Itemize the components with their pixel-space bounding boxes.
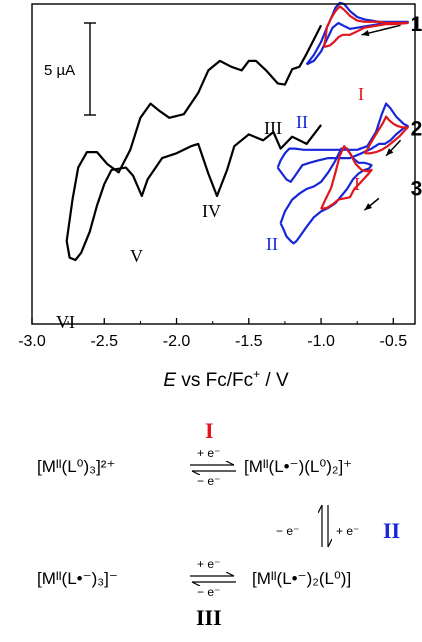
sweep-arrow-head-2	[386, 148, 394, 156]
scheme-species-3: [Mᴵᴵ(L•⁻)₃]⁻	[37, 569, 118, 588]
peak-label-V: V	[130, 246, 143, 266]
sweep-arrow-head-3	[364, 203, 373, 211]
scheme-label-II: II	[383, 518, 401, 543]
series-full_sweep	[65, 24, 323, 262]
x-tick-label: -1.5	[235, 333, 263, 350]
series-cv1_red	[322, 5, 409, 48]
scheme-label-III: III	[196, 605, 222, 630]
scale-bar-label: 5 µA	[44, 62, 75, 79]
x-axis-title-unit: / V	[260, 370, 289, 391]
series-cv1_blue	[305, 1, 409, 66]
scheme-arrow-1-bottom: − e⁻	[197, 474, 221, 488]
x-tick-label: -0.5	[380, 333, 408, 350]
series-cv3_blue	[279, 147, 373, 245]
trace-label-1: 1	[411, 13, 422, 36]
series-cv2_red	[363, 115, 409, 155]
peak-label-VI: VI	[56, 312, 75, 332]
series-cv3_red	[320, 145, 373, 211]
sweep-arrow-head-1	[361, 30, 370, 37]
trace-label-2: 2	[411, 117, 422, 140]
peak-label-II: II	[296, 112, 308, 132]
x-axis-title-symbol: E	[163, 370, 176, 391]
equilibrium-arrow-3	[190, 572, 236, 586]
x-tick-label: -2.0	[163, 333, 191, 350]
scheme-species-1: [Mᴵᴵ(L⁰)₃]²⁺	[37, 457, 116, 476]
scheme-arrow-1-top: + e⁻	[197, 446, 221, 460]
plot-frame	[31, 3, 416, 325]
x-axis-title-sup: +	[253, 367, 260, 381]
x-tick-label: -1.0	[307, 333, 335, 350]
x-tick-label: -2.5	[90, 333, 118, 350]
series-layer	[65, 1, 409, 262]
x-axis-title-text: vs Fc/Fc	[176, 370, 253, 391]
peak-label-II-trace3: II	[266, 234, 278, 254]
trace-label-3: 3	[411, 178, 422, 201]
x-axis-title: E vs Fc/Fc+ / V	[163, 367, 289, 391]
peak-label-I: I	[358, 84, 364, 104]
scheme-species-4: [Mᴵᴵ(L•⁻)₂(L⁰)]	[252, 569, 352, 588]
scheme-arrow-3-bottom: − e⁻	[197, 585, 221, 599]
peak-label-III: III	[264, 118, 282, 138]
peak-label-I-trace2: I	[354, 174, 360, 194]
scheme-species-2: [Mᴵᴵ(L•⁻)(L⁰)₂]⁺	[244, 457, 353, 476]
scale-bar: 5 µA	[44, 22, 96, 116]
series-cv2_blue	[276, 102, 409, 183]
equilibrium-arrow-1	[190, 461, 236, 475]
scheme-label-I: I	[205, 418, 214, 443]
x-tick-label: -3.0	[18, 333, 46, 350]
x-axis: -3.0 -2.5 -2.0 -1.5 -1.0 -0.5	[18, 318, 407, 350]
scheme-arrow-2-left: − e⁻	[276, 524, 300, 538]
scheme-arrow-2-right: + e⁻	[336, 524, 360, 538]
equilibrium-arrow-2	[318, 504, 332, 548]
scheme-arrow-3-top: + e⁻	[197, 557, 221, 571]
peak-label-IV: IV	[202, 201, 221, 221]
